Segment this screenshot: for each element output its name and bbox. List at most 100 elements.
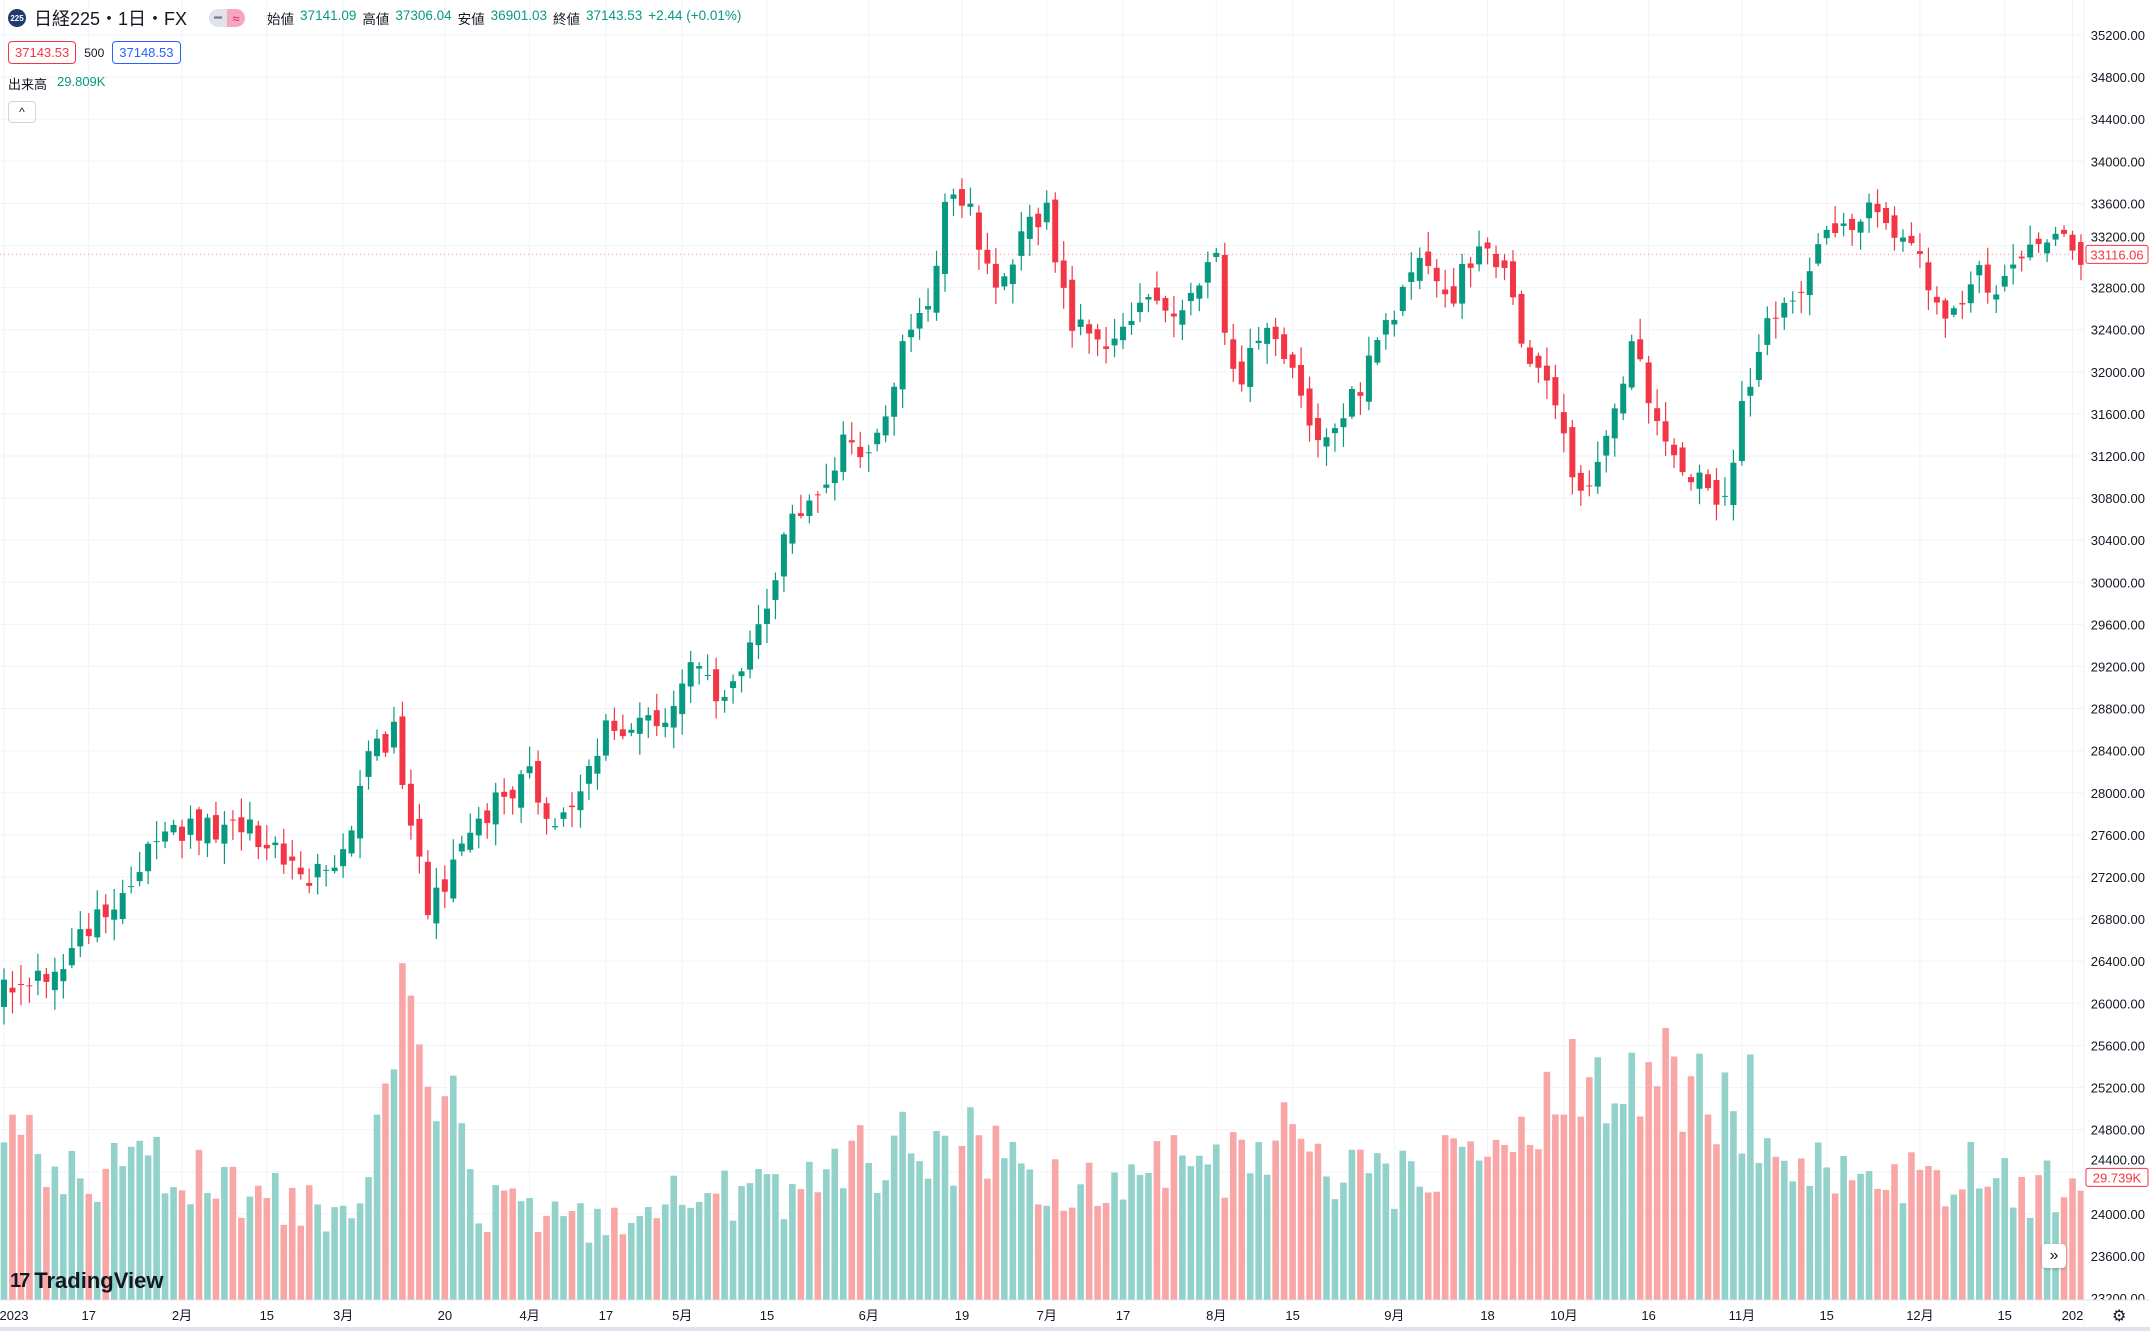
line-mode-icon[interactable]: ━ bbox=[209, 9, 228, 27]
price-axis bbox=[2084, 0, 2150, 1331]
price-tick-label: 30000.00 bbox=[2091, 575, 2145, 590]
candle-body bbox=[857, 446, 864, 458]
price-tick-label: 33200.00 bbox=[2091, 229, 2145, 244]
candle-body bbox=[1730, 462, 1737, 506]
ohlc-values: 始値 37141.09 高値 37306.04 安値 36901.03 終値 37143… bbox=[267, 8, 741, 28]
wave-mode-icon[interactable]: ≈ bbox=[227, 9, 246, 27]
price-tick-label: 26400.00 bbox=[2091, 954, 2145, 969]
candle-body bbox=[60, 969, 67, 982]
candle-body bbox=[34, 970, 41, 981]
volume-bar bbox=[1094, 1205, 1101, 1300]
volume-label: 出来高 bbox=[8, 77, 48, 92]
chart-mode-toggle[interactable]: ━ ≈ bbox=[209, 9, 246, 27]
candle-body bbox=[2044, 242, 2051, 254]
candle-body bbox=[543, 803, 550, 819]
volume-bar bbox=[1543, 1071, 1551, 1300]
candle-body bbox=[662, 722, 669, 728]
collapse-legend-button[interactable]: ^ bbox=[8, 101, 36, 123]
volume-bar bbox=[1891, 1164, 1898, 1300]
candle-body bbox=[458, 843, 465, 852]
candle-body bbox=[1196, 285, 1203, 299]
volume-bar bbox=[1780, 1160, 1788, 1300]
candle-body bbox=[187, 818, 194, 835]
buy-button[interactable]: 37148.53 bbox=[112, 41, 181, 64]
candle-body bbox=[450, 859, 457, 899]
candle-body bbox=[552, 826, 559, 828]
candle-body bbox=[272, 842, 279, 846]
price-tick-label: 28800.00 bbox=[2091, 702, 2145, 717]
volume-bar bbox=[1577, 1116, 1585, 1300]
candle-body bbox=[111, 909, 118, 920]
volume-bar bbox=[1475, 1160, 1483, 1300]
candle-body bbox=[484, 810, 491, 824]
volume-bar bbox=[873, 1192, 881, 1300]
volume-bar bbox=[1789, 1181, 1797, 1300]
tradingview-logo[interactable]: 17 TradingView bbox=[10, 1268, 163, 1294]
price-tick-label: 34000.00 bbox=[2091, 154, 2145, 169]
volume-bar bbox=[856, 1125, 864, 1300]
sell-button[interactable]: 37143.53 bbox=[8, 41, 77, 64]
volume-bar bbox=[2077, 1190, 2085, 1300]
candle-body bbox=[1594, 461, 1601, 487]
candle-body bbox=[1891, 215, 1898, 238]
candle-body bbox=[1408, 272, 1415, 282]
candle-body bbox=[1213, 252, 1220, 258]
candle-body bbox=[1781, 302, 1788, 318]
volume-bar bbox=[509, 1188, 516, 1300]
time-tick-label: 18 bbox=[1480, 1308, 1494, 1323]
volume-bar bbox=[882, 1180, 889, 1300]
candle-body bbox=[1798, 291, 1805, 293]
volume-bar bbox=[1331, 1199, 1339, 1300]
candle-body bbox=[975, 212, 982, 250]
volume-bar bbox=[2069, 1178, 2076, 1300]
candle-body bbox=[2078, 242, 2084, 265]
candle-body bbox=[1425, 251, 1432, 267]
candle-body bbox=[585, 766, 592, 784]
candle-body bbox=[1094, 329, 1101, 340]
volume-bar bbox=[1263, 1174, 1271, 1300]
symbol-title[interactable]: 日経225・1日・FX bbox=[34, 9, 188, 29]
volume-bar bbox=[2043, 1160, 2051, 1300]
volume-bar bbox=[1806, 1185, 1814, 1300]
volume-bar bbox=[1518, 1116, 1525, 1300]
volume-bar bbox=[975, 1135, 983, 1300]
candle-body bbox=[1001, 276, 1008, 287]
last-price-label: 33116.06 bbox=[2090, 247, 2143, 262]
candle-body bbox=[1103, 346, 1110, 349]
candle-body bbox=[255, 825, 262, 848]
candle-body bbox=[128, 886, 135, 888]
volume-bar bbox=[17, 1134, 25, 1300]
last-volume-label: 29.739K bbox=[2093, 1170, 2142, 1185]
price-tick-label: 30400.00 bbox=[2091, 533, 2145, 548]
volume-bar bbox=[212, 1198, 220, 1300]
candle-body bbox=[246, 819, 253, 834]
volume-bar bbox=[1687, 1076, 1695, 1300]
scroll-to-realtime-button[interactable]: » bbox=[2042, 1244, 2066, 1268]
candle-body bbox=[1043, 202, 1050, 223]
volume-bar bbox=[1458, 1146, 1466, 1300]
volume-bar bbox=[755, 1169, 762, 1300]
candle-body bbox=[1764, 318, 1771, 345]
volume-bar bbox=[1196, 1155, 1203, 1300]
candle-body bbox=[636, 717, 643, 734]
candle-body bbox=[628, 729, 635, 733]
settings-gear-icon[interactable]: ⚙ bbox=[2112, 1308, 2127, 1325]
candle-body bbox=[619, 729, 626, 737]
volume-bar bbox=[204, 1192, 211, 1300]
volume-bar bbox=[450, 1075, 457, 1300]
volume-bar bbox=[1967, 1141, 1975, 1300]
candle-body bbox=[1111, 338, 1118, 346]
volume-bar bbox=[1340, 1182, 1347, 1300]
volume-bar bbox=[1484, 1156, 1491, 1300]
volume-bar bbox=[1424, 1192, 1432, 1300]
time-tick-label: 10月 bbox=[1550, 1308, 1577, 1323]
candle-body bbox=[1331, 428, 1338, 434]
volume-bar bbox=[1111, 1172, 1118, 1300]
volume-bar bbox=[560, 1216, 567, 1300]
price-tick-label: 32400.00 bbox=[2091, 323, 2145, 338]
candle-body bbox=[1484, 242, 1491, 249]
volume-bar bbox=[1280, 1102, 1288, 1300]
time-tick-label: 6月 bbox=[859, 1308, 879, 1323]
volume-bar bbox=[1636, 1116, 1644, 1300]
